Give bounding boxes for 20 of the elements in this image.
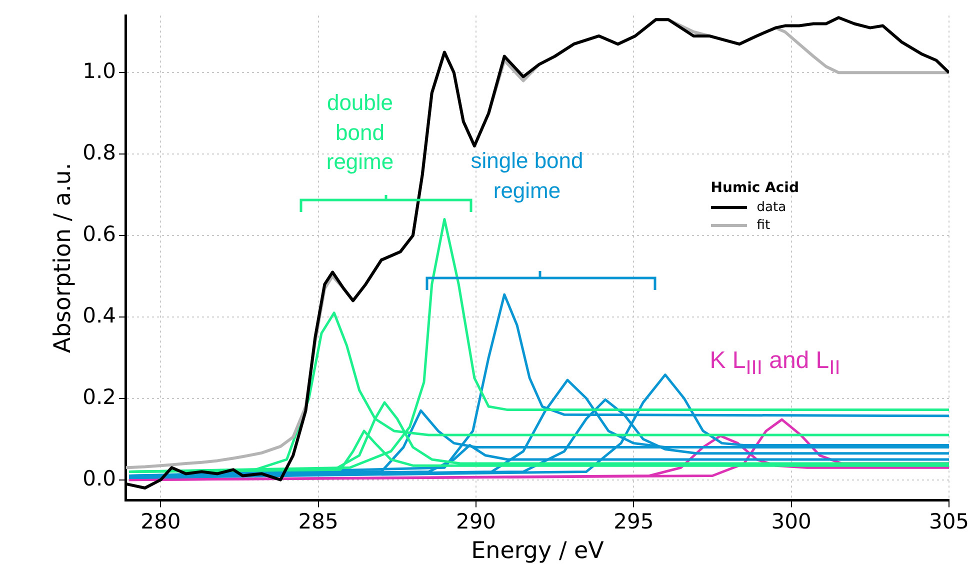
x-tick-label: 290	[456, 509, 496, 534]
annotation: double bond regime	[325, 89, 395, 176]
legend-label: fit	[756, 218, 770, 232]
legend-title: Humic Acid	[710, 180, 799, 196]
y-tick-label: 0.4	[82, 303, 116, 328]
x-tick-label: 295	[614, 509, 654, 534]
y-tick-label: 0.2	[82, 384, 116, 409]
x-tick-label: 305	[928, 509, 970, 534]
annotation: single bond regime	[470, 147, 584, 205]
legend-label: data	[756, 200, 786, 214]
x-tick-label: 280	[140, 509, 181, 534]
y-tick-label: 0.6	[82, 222, 116, 246]
x-axis-title: Energy / eV	[471, 538, 604, 564]
x-tick-label: 300	[771, 509, 812, 534]
y-tick-label: 0.8	[82, 140, 116, 165]
x-tick-label: 285	[298, 509, 338, 534]
y-tick-label: 0.0	[82, 466, 116, 490]
y-axis-title: Absorption / a.u.	[50, 162, 76, 353]
y-tick-label: 1.0	[82, 59, 116, 84]
annotation: K L$_{III}$ and L$_{II}$	[708, 346, 842, 381]
